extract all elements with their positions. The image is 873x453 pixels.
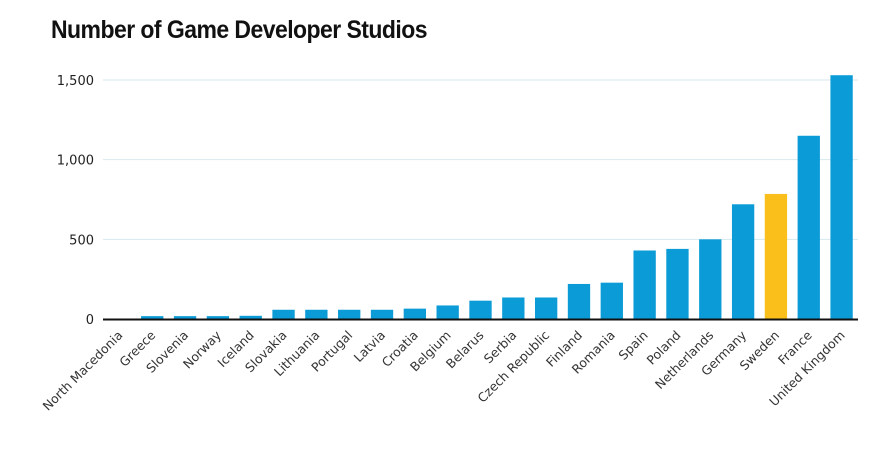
bar-norway <box>206 316 230 319</box>
bars <box>108 75 853 319</box>
bar-belgium <box>436 305 459 319</box>
bar-portugal <box>338 309 361 319</box>
bar-united-kingdom <box>830 75 853 319</box>
y-tick-label: 0 <box>86 313 94 328</box>
bar-spain <box>633 250 656 319</box>
bar-greece <box>141 316 164 319</box>
bar-iceland <box>239 315 262 319</box>
y-axis-ticks: 0 500 1,000 1,500 <box>57 74 94 328</box>
y-tick-label: 500 <box>69 233 94 248</box>
bar-croatia <box>403 308 427 319</box>
y-tick-label: 1,000 <box>57 154 94 169</box>
bar-germany <box>731 204 755 319</box>
bar-belarus <box>469 300 492 319</box>
x-axis-categories: North MacedoniaGreeceSloveniaNorwayIcela… <box>40 327 848 413</box>
bar-netherlands <box>699 239 722 319</box>
bar-finland <box>567 283 591 319</box>
x-tick-label-north-macedonia: North Macedonia <box>40 328 126 414</box>
chart-title: Number of Game Developer Studios <box>51 16 428 44</box>
bar-lithuania <box>305 309 328 319</box>
bar-slovakia <box>272 309 295 319</box>
y-tick-label: 1,500 <box>57 74 94 89</box>
bar-czech-republic <box>534 297 558 319</box>
bar-sweden <box>764 193 788 319</box>
bar-slovenia <box>173 316 197 319</box>
bar-latvia <box>370 309 394 319</box>
bar-france <box>797 135 820 319</box>
bar-poland <box>666 248 689 319</box>
bar-serbia <box>502 297 525 319</box>
bar-romania <box>600 282 623 319</box>
